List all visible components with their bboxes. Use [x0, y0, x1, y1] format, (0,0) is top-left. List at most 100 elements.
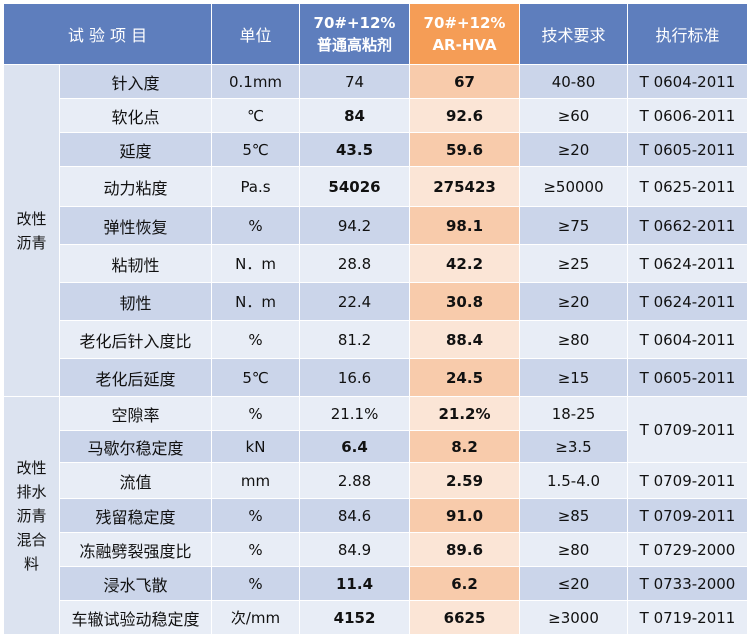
common-binder-value: 21.1% [299, 396, 411, 431]
standard-code: T 0709-2011 [627, 462, 747, 499]
standard-code: T 0719-2011 [627, 600, 747, 635]
item-name: 残留稳定度 [58, 498, 213, 533]
table-row: 延度 5℃ 43.5 59.6 ≥20 T 0605-2011 [4, 132, 747, 167]
item-name: 空隙率 [58, 396, 213, 431]
tech-requirement: ≥80 [519, 532, 629, 567]
standard-code: T 0604-2011 [627, 320, 747, 359]
common-binder-value: 6.4 [299, 430, 411, 463]
group-label: 改性排水沥青混合料 [16, 458, 47, 573]
table-row: 冻融劈裂强度比 % 84.9 89.6 ≥80 T 0729-2000 [4, 532, 747, 567]
header-ar-hva-line1: 70#+12% [423, 14, 506, 32]
table-row: 残留稳定度 % 84.6 91.0 ≥85 T 0709-2011 [4, 498, 747, 533]
standard-code: T 0625-2011 [627, 166, 747, 207]
header-common-binder: 70#+12% 普通高粘剂 [299, 3, 411, 65]
table-row: 流值 mm 2.88 2.59 1.5-4.0 T 0709-2011 [4, 462, 747, 499]
tech-requirement: ≥75 [519, 206, 629, 245]
standard-code: T 0729-2000 [627, 532, 747, 567]
ar-hva-value: 59.6 [409, 132, 521, 167]
tech-requirement: ≥25 [519, 244, 629, 283]
ar-hva-value: 92.6 [409, 98, 521, 133]
common-binder-value: 16.6 [299, 358, 411, 397]
table-row: 老化后针入度比 % 81.2 88.4 ≥80 T 0604-2011 [4, 320, 747, 359]
tech-requirement: ≥85 [519, 498, 629, 533]
item-name: 延度 [58, 132, 213, 167]
standard-code: T 0733-2000 [627, 566, 747, 601]
ar-hva-value: 91.0 [409, 498, 521, 533]
common-binder-value: 28.8 [299, 244, 411, 283]
item-unit: % [211, 532, 301, 567]
header-common-binder-line1: 70#+12% [313, 14, 396, 32]
standard-code: T 0709-2011 [627, 396, 747, 463]
table-row: 车辙试验动稳定度 次/mm 4152 6625 ≥3000 T 0719-201… [4, 600, 747, 635]
table-row: 弹性恢复 % 94.2 98.1 ≥75 T 0662-2011 [4, 206, 747, 245]
tech-requirement: ≥20 [519, 132, 629, 167]
item-unit: % [211, 320, 301, 359]
item-name: 流值 [58, 462, 213, 499]
header-unit: 单位 [211, 3, 301, 65]
item-name: 韧性 [58, 282, 213, 321]
item-name: 老化后针入度比 [58, 320, 213, 359]
item-unit: 0.1mm [211, 64, 301, 99]
group-drainage-mixture: 改性排水沥青混合料 [3, 396, 60, 635]
item-unit: 次/mm [211, 600, 301, 635]
item-name: 针入度 [58, 64, 213, 99]
standard-code: T 0624-2011 [627, 244, 747, 283]
standard-code: T 0624-2011 [627, 282, 747, 321]
ar-hva-value: 42.2 [409, 244, 521, 283]
item-unit: % [211, 206, 301, 245]
ar-hva-value: 8.2 [409, 430, 521, 463]
results-table-container: 试 验 项 目 单位 70#+12% 普通高粘剂 70#+12% AR-HVA … [3, 3, 747, 638]
results-table: 试 验 项 目 单位 70#+12% 普通高粘剂 70#+12% AR-HVA … [3, 3, 747, 635]
tech-requirement: 40-80 [519, 64, 629, 99]
item-name: 弹性恢复 [58, 206, 213, 245]
common-binder-value: 94.2 [299, 206, 411, 245]
table-row: 韧性 N．m 22.4 30.8 ≥20 T 0624-2011 [4, 282, 747, 321]
common-binder-value: 2.88 [299, 462, 411, 499]
item-unit: N．m [211, 282, 301, 321]
item-name: 老化后延度 [58, 358, 213, 397]
group-modified-asphalt: 改性沥青 [3, 64, 60, 397]
tech-requirement: ≥3.5 [519, 430, 629, 463]
item-unit: % [211, 498, 301, 533]
ar-hva-value: 21.2% [409, 396, 521, 431]
table-row: 改性排水沥青混合料 空隙率 % 21.1% 21.2% 18-25 T 0709… [3, 396, 747, 635]
standard-code: T 0604-2011 [627, 64, 747, 99]
item-unit: ℃ [211, 98, 301, 133]
item-unit: % [211, 396, 301, 431]
table-row: 老化后延度 5℃ 16.6 24.5 ≥15 T 0605-2011 [4, 358, 747, 397]
header-row: 试 验 项 目 单位 70#+12% 普通高粘剂 70#+12% AR-HVA … [3, 3, 747, 65]
item-unit: 5℃ [211, 132, 301, 167]
ar-hva-value: 88.4 [409, 320, 521, 359]
common-binder-value: 54026 [299, 166, 411, 207]
ar-hva-value: 2.59 [409, 462, 521, 499]
standard-code: T 0709-2011 [627, 498, 747, 533]
tech-requirement: ≥80 [519, 320, 629, 359]
tech-requirement: 1.5-4.0 [519, 462, 629, 499]
tech-requirement: ≥3000 [519, 600, 629, 635]
standard-code: T 0605-2011 [627, 358, 747, 397]
ar-hva-value: 30.8 [409, 282, 521, 321]
common-binder-value: 84.6 [299, 498, 411, 533]
standard-code: T 0605-2011 [627, 132, 747, 167]
item-name: 粘韧性 [58, 244, 213, 283]
table-row: 粘韧性 N．m 28.8 42.2 ≥25 T 0624-2011 [4, 244, 747, 283]
item-name: 马歇尔稳定度 [58, 430, 213, 463]
ar-hva-value: 6.2 [409, 566, 521, 601]
header-tech-req: 技术要求 [519, 3, 629, 65]
header-standard: 执行标准 [627, 3, 747, 65]
item-name: 动力粘度 [58, 166, 213, 207]
tech-requirement: 18-25 [519, 396, 629, 431]
item-name: 冻融劈裂强度比 [58, 532, 213, 567]
item-unit: kN [211, 430, 301, 463]
tech-requirement: ≥15 [519, 358, 629, 397]
common-binder-value: 74 [299, 64, 411, 99]
table-row: 软化点 ℃ 84 92.6 ≥60 T 0606-2011 [4, 98, 747, 133]
item-name: 软化点 [58, 98, 213, 133]
tech-requirement: ≥20 [519, 282, 629, 321]
header-test-item: 试 验 项 目 [3, 3, 213, 65]
ar-hva-value: 275423 [409, 166, 521, 207]
ar-hva-value: 6625 [409, 600, 521, 635]
ar-hva-value: 89.6 [409, 532, 521, 567]
item-unit: Pa.s [211, 166, 301, 207]
ar-hva-value: 98.1 [409, 206, 521, 245]
